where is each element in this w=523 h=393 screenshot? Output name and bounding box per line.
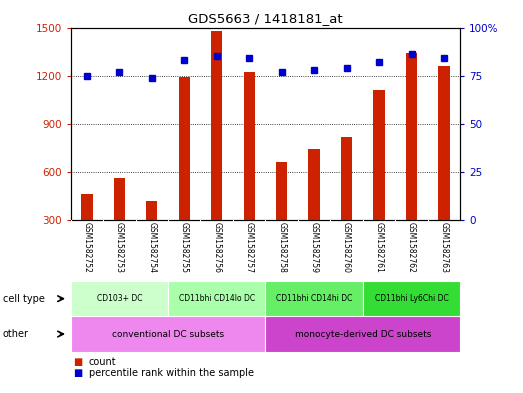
Text: CD103+ DC: CD103+ DC [97, 294, 142, 303]
Bar [276, 162, 287, 220]
Bar [266, 281, 363, 316]
Text: GSM1582760: GSM1582760 [342, 222, 351, 273]
Bar [266, 316, 460, 352]
Text: GSM1582753: GSM1582753 [115, 222, 124, 273]
Text: GSM1582761: GSM1582761 [374, 222, 383, 273]
Bar [113, 178, 125, 220]
Text: GSM1582752: GSM1582752 [82, 222, 92, 273]
Bar [373, 90, 385, 220]
Text: GSM1582762: GSM1582762 [407, 222, 416, 273]
Text: GSM1582763: GSM1582763 [439, 222, 449, 273]
Text: ■: ■ [73, 356, 83, 367]
Bar [438, 66, 450, 220]
Bar [178, 77, 190, 220]
Text: count: count [89, 356, 117, 367]
Text: percentile rank within the sample: percentile rank within the sample [89, 368, 254, 378]
Text: CD11bhi CD14lo DC: CD11bhi CD14lo DC [179, 294, 255, 303]
Text: other: other [3, 329, 29, 339]
Bar [211, 31, 222, 220]
Title: GDS5663 / 1418181_at: GDS5663 / 1418181_at [188, 12, 343, 25]
Bar [309, 149, 320, 220]
Bar [71, 316, 266, 352]
Bar [363, 281, 460, 316]
Text: GSM1582754: GSM1582754 [147, 222, 156, 273]
Bar [406, 53, 417, 220]
Bar [168, 281, 266, 316]
Text: GSM1582755: GSM1582755 [180, 222, 189, 273]
Text: CD11bhi Ly6Chi DC: CD11bhi Ly6Chi DC [374, 294, 448, 303]
Bar [71, 281, 168, 316]
Text: monocyte-derived DC subsets: monocyte-derived DC subsets [294, 330, 431, 338]
Text: GSM1582759: GSM1582759 [310, 222, 319, 273]
Text: cell type: cell type [3, 294, 44, 304]
Text: GSM1582757: GSM1582757 [245, 222, 254, 273]
Bar [244, 72, 255, 220]
Text: GSM1582756: GSM1582756 [212, 222, 221, 273]
Text: CD11bhi CD14hi DC: CD11bhi CD14hi DC [276, 294, 353, 303]
Text: GSM1582758: GSM1582758 [277, 222, 286, 273]
Bar [146, 201, 157, 220]
Text: ■: ■ [73, 368, 83, 378]
Text: conventional DC subsets: conventional DC subsets [112, 330, 224, 338]
Bar [341, 137, 353, 220]
Bar [81, 195, 93, 220]
